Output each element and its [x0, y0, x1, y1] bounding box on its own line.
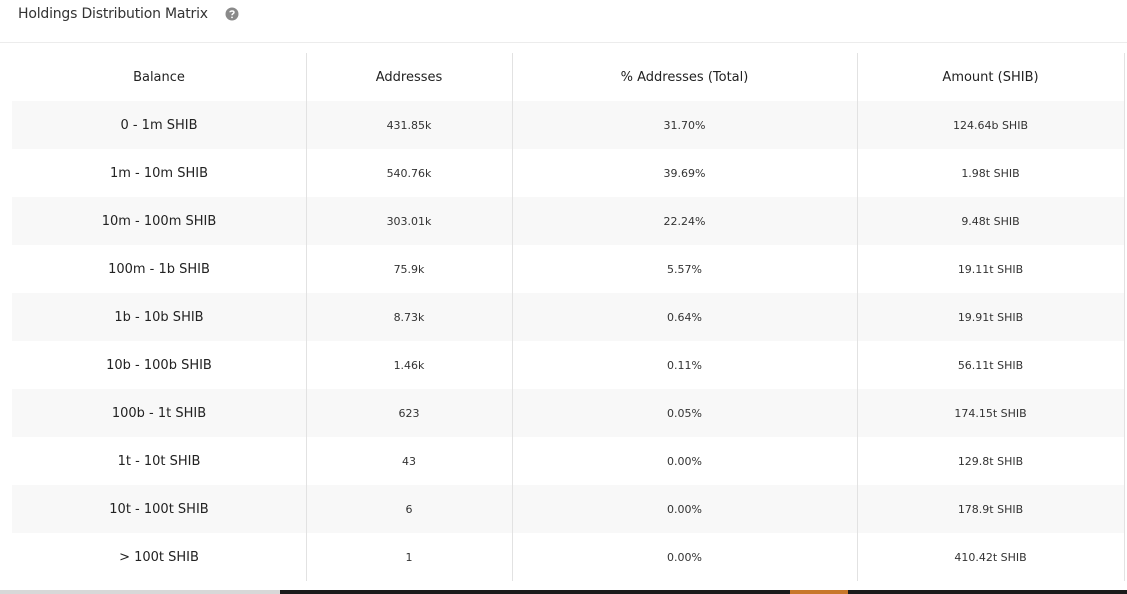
- column-divider: [857, 53, 858, 581]
- table-row: 1b - 10b SHIB 8.73k 0.64% 19.91t SHIB: [12, 293, 1124, 341]
- table-row: 10m - 100m SHIB 303.01k 22.24% 9.48t SHIB: [12, 197, 1124, 245]
- table-cell: 303.01k: [386, 214, 432, 228]
- table-cell: 6: [405, 502, 413, 516]
- table-cell: 31.70%: [663, 118, 706, 132]
- table-cell: 56.11t SHIB: [957, 358, 1024, 372]
- table-cell: 19.11t SHIB: [957, 262, 1024, 276]
- table-cell: 174.15t SHIB: [954, 406, 1027, 420]
- column-divider: [306, 53, 307, 581]
- table-row: 1t - 10t SHIB 43 0.00% 129.8t SHIB: [12, 437, 1124, 485]
- table-row: 0 - 1m SHIB 431.85k 31.70% 124.64b SHIB: [12, 101, 1124, 149]
- scroll-bar: [280, 590, 790, 594]
- table-cell: 0.00%: [667, 550, 702, 564]
- column-divider: [512, 53, 513, 581]
- scroll-track: [0, 590, 280, 594]
- table-cell: 623: [398, 406, 420, 420]
- panel-title: Holdings Distribution Matrix: [18, 6, 208, 22]
- column-header: Addresses: [375, 69, 443, 85]
- table-cell: 410.42t SHIB: [954, 550, 1027, 564]
- table-row: > 100t SHIB 1 0.00% 410.42t SHIB: [12, 533, 1124, 581]
- table-cell: 1m - 10m SHIB: [109, 165, 208, 181]
- table-row: 10b - 100b SHIB 1.46k 0.11% 56.11t SHIB: [12, 341, 1124, 389]
- table-cell: 431.85k: [386, 118, 432, 132]
- table-cell: 0.64%: [667, 310, 702, 324]
- table-cell: 39.69%: [663, 166, 706, 180]
- table-cell: 19.91t SHIB: [957, 310, 1024, 324]
- table-cell: 10m - 100m SHIB: [101, 213, 217, 229]
- scroll-bar: [848, 590, 1127, 594]
- table-cell: 43: [402, 454, 416, 468]
- table-cell: 1.46k: [393, 358, 425, 372]
- table-cell: 5.57%: [667, 262, 702, 276]
- table-cell: 10t - 100t SHIB: [109, 501, 209, 517]
- table-row: 100m - 1b SHIB 75.9k 5.57% 19.11t SHIB: [12, 245, 1124, 293]
- table-cell: 0.05%: [667, 406, 702, 420]
- table-row: 10t - 100t SHIB 6 0.00% 178.9t SHIB: [12, 485, 1124, 533]
- table-cell: 178.9t SHIB: [957, 502, 1024, 516]
- table-cell: > 100t SHIB: [119, 549, 199, 565]
- table-cell: 1: [405, 550, 413, 564]
- table-cell: 0.11%: [667, 358, 702, 372]
- column-divider: [1124, 53, 1125, 581]
- column-header: Balance: [133, 69, 185, 85]
- table-cell: 100b - 1t SHIB: [111, 405, 207, 421]
- table-cell: 22.24%: [663, 214, 706, 228]
- table-cell: 100m - 1b SHIB: [108, 261, 210, 277]
- table-cell: 75.9k: [393, 262, 425, 276]
- column-header: % Addresses (Total): [620, 69, 749, 85]
- divider: [0, 42, 1127, 43]
- table-cell: 0 - 1m SHIB: [120, 117, 198, 133]
- table-cell: 1t - 10t SHIB: [117, 453, 201, 469]
- table-cell: 9.48t SHIB: [961, 214, 1020, 228]
- header-row: Balance Addresses % Addresses (Total) Amoun…: [12, 53, 1124, 101]
- table-cell: 1.98t SHIB: [961, 166, 1020, 180]
- table-row: 100b - 1t SHIB 623 0.05% 174.15t SHIB: [12, 389, 1124, 437]
- help-icon[interactable]: [225, 7, 239, 21]
- scroll-accent: [790, 590, 848, 594]
- table-cell: 0.00%: [667, 502, 702, 516]
- table-cell: 124.64b SHIB: [952, 118, 1028, 132]
- table-cell: 0.00%: [667, 454, 702, 468]
- column-header: Amount (SHIB): [942, 69, 1039, 85]
- table-cell: 10b - 100b SHIB: [106, 357, 212, 373]
- table-cell: 129.8t SHIB: [957, 454, 1024, 468]
- table-cell: 1b - 10b SHIB: [114, 309, 204, 325]
- table-cell: 8.73k: [393, 310, 425, 324]
- table-row: 1m - 10m SHIB 540.76k 39.69% 1.98t SHIB: [12, 149, 1124, 197]
- table-cell: 540.76k: [386, 166, 432, 180]
